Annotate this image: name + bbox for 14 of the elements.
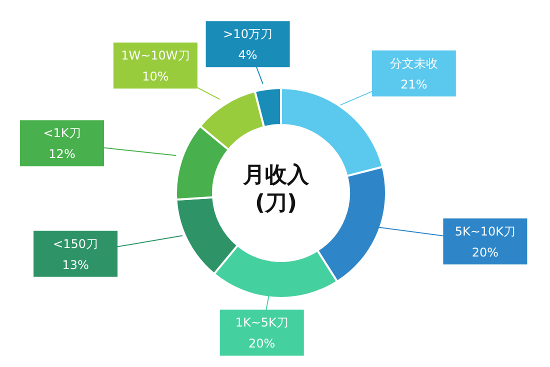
- data-label: 13%: [62, 258, 89, 272]
- data-label: 21%: [400, 77, 428, 92]
- text: 月收入 (刀): [242, 163, 310, 216]
- slice-label: 5K~10K刀: [454, 224, 516, 238]
- slice-label: 分文未收: [390, 56, 438, 70]
- slice-label: <150刀: [53, 236, 98, 251]
- data-label: 12%: [48, 147, 76, 162]
- slice-label: 1K~5K刀: [235, 316, 288, 330]
- data-label: 20%: [248, 336, 276, 351]
- data-label: 20%: [472, 245, 499, 260]
- slice-label: <1K刀: [43, 126, 81, 140]
- data-label: 4%: [238, 48, 258, 62]
- slice-label: 1W~10W刀: [121, 48, 190, 63]
- slice-label: >10万刀: [223, 27, 272, 42]
